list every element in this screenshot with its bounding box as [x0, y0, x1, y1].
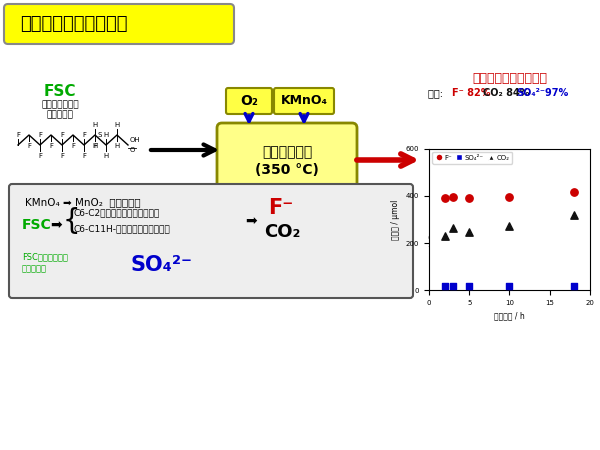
FancyBboxPatch shape	[4, 4, 234, 44]
Point	[464, 229, 474, 236]
Text: O: O	[130, 147, 136, 153]
Text: 亜臨界水反応: 亜臨界水反応	[262, 145, 312, 159]
Text: H: H	[115, 122, 119, 128]
Text: 7006を一部改変。掲載許諾済み）: 7006を一部改変。掲載許諾済み）	[427, 245, 491, 251]
Text: FSC: FSC	[44, 85, 76, 99]
X-axis label: 反応時間 / h: 反応時間 / h	[494, 311, 525, 320]
Point	[505, 283, 514, 290]
Text: FSC: FSC	[22, 218, 52, 232]
Text: 高効率な無機化を達成: 高効率な無機化を達成	[473, 72, 548, 85]
Y-axis label: 物質量 / μmol: 物質量 / μmol	[391, 199, 400, 239]
Point	[464, 283, 474, 290]
Text: CO₂: CO₂	[264, 223, 301, 241]
Text: F: F	[82, 153, 86, 159]
Text: O₂: O₂	[240, 94, 258, 108]
Point	[569, 189, 578, 196]
Text: C6-C11H-ペルフルオロアルカン: C6-C11H-ペルフルオロアルカン	[73, 225, 170, 234]
Text: F: F	[82, 132, 86, 138]
FancyBboxPatch shape	[9, 184, 413, 298]
Text: F: F	[27, 143, 31, 149]
Text: FSC初期量: 34.8 μmol: FSC初期量: 34.8 μmol	[432, 217, 533, 227]
Text: F: F	[60, 132, 64, 138]
Text: 本研究の反応スキーム: 本研究の反応スキーム	[20, 15, 128, 33]
Text: CO₂ 84%: CO₂ 84%	[483, 88, 530, 98]
Text: F: F	[38, 132, 42, 138]
Text: H: H	[92, 143, 98, 149]
Text: H: H	[103, 132, 109, 138]
Text: ➡: ➡	[245, 214, 257, 228]
Text: H: H	[103, 153, 109, 159]
Text: F: F	[38, 153, 42, 159]
Text: S: S	[97, 132, 101, 138]
Text: OH: OH	[130, 137, 140, 143]
Text: H: H	[115, 143, 119, 149]
Point	[464, 194, 474, 202]
Text: 界面活性剤: 界面活性剤	[47, 111, 73, 120]
Point	[440, 194, 450, 202]
Text: (https://doi.org/10.1016/j.cej.2020.12: (https://doi.org/10.1016/j.cej.2020.12	[427, 235, 544, 240]
Text: KMnO₄: KMnO₄	[281, 94, 328, 108]
Text: (350 °C): (350 °C)	[255, 163, 319, 177]
Text: H: H	[92, 122, 98, 128]
Text: F⁻ 82%: F⁻ 82%	[452, 88, 491, 98]
Text: F⁻: F⁻	[268, 198, 293, 218]
Text: ➡: ➡	[50, 218, 62, 232]
Point	[505, 223, 514, 230]
FancyBboxPatch shape	[217, 123, 357, 195]
Text: {: {	[63, 207, 80, 235]
Legend: F⁻, SO₄²⁻, CO₂: F⁻, SO₄²⁻, CO₂	[433, 152, 512, 163]
Point	[448, 194, 458, 201]
Text: 収率:: 収率:	[428, 88, 446, 98]
FancyBboxPatch shape	[226, 88, 272, 114]
Point	[569, 283, 578, 290]
Point	[440, 232, 450, 239]
Text: KMnO₄ ➡ MnO₂  真の酸化剤: KMnO₄ ➡ MnO₂ 真の酸化剤	[25, 197, 140, 207]
FancyBboxPatch shape	[274, 88, 334, 114]
Text: SO₄²⁻: SO₄²⁻	[130, 255, 192, 275]
Point	[569, 211, 578, 218]
Text: C6-C2ペルフルオロカルボン酸: C6-C2ペルフルオロカルボン酸	[73, 208, 159, 217]
Text: 完全に消失: 完全に消失	[22, 265, 47, 274]
Point	[440, 282, 450, 289]
Text: フッ素テロマー: フッ素テロマー	[41, 100, 79, 109]
Text: SO₄²⁻97%: SO₄²⁻97%	[516, 88, 568, 98]
Text: F: F	[93, 143, 97, 149]
Text: F: F	[16, 132, 20, 138]
Point	[448, 283, 458, 290]
Point	[505, 194, 514, 201]
Text: F: F	[49, 143, 53, 149]
Text: FSCは反応初期に: FSCは反応初期に	[22, 252, 68, 261]
Point	[448, 224, 458, 231]
Text: F: F	[71, 143, 75, 149]
Text: F: F	[60, 153, 64, 159]
